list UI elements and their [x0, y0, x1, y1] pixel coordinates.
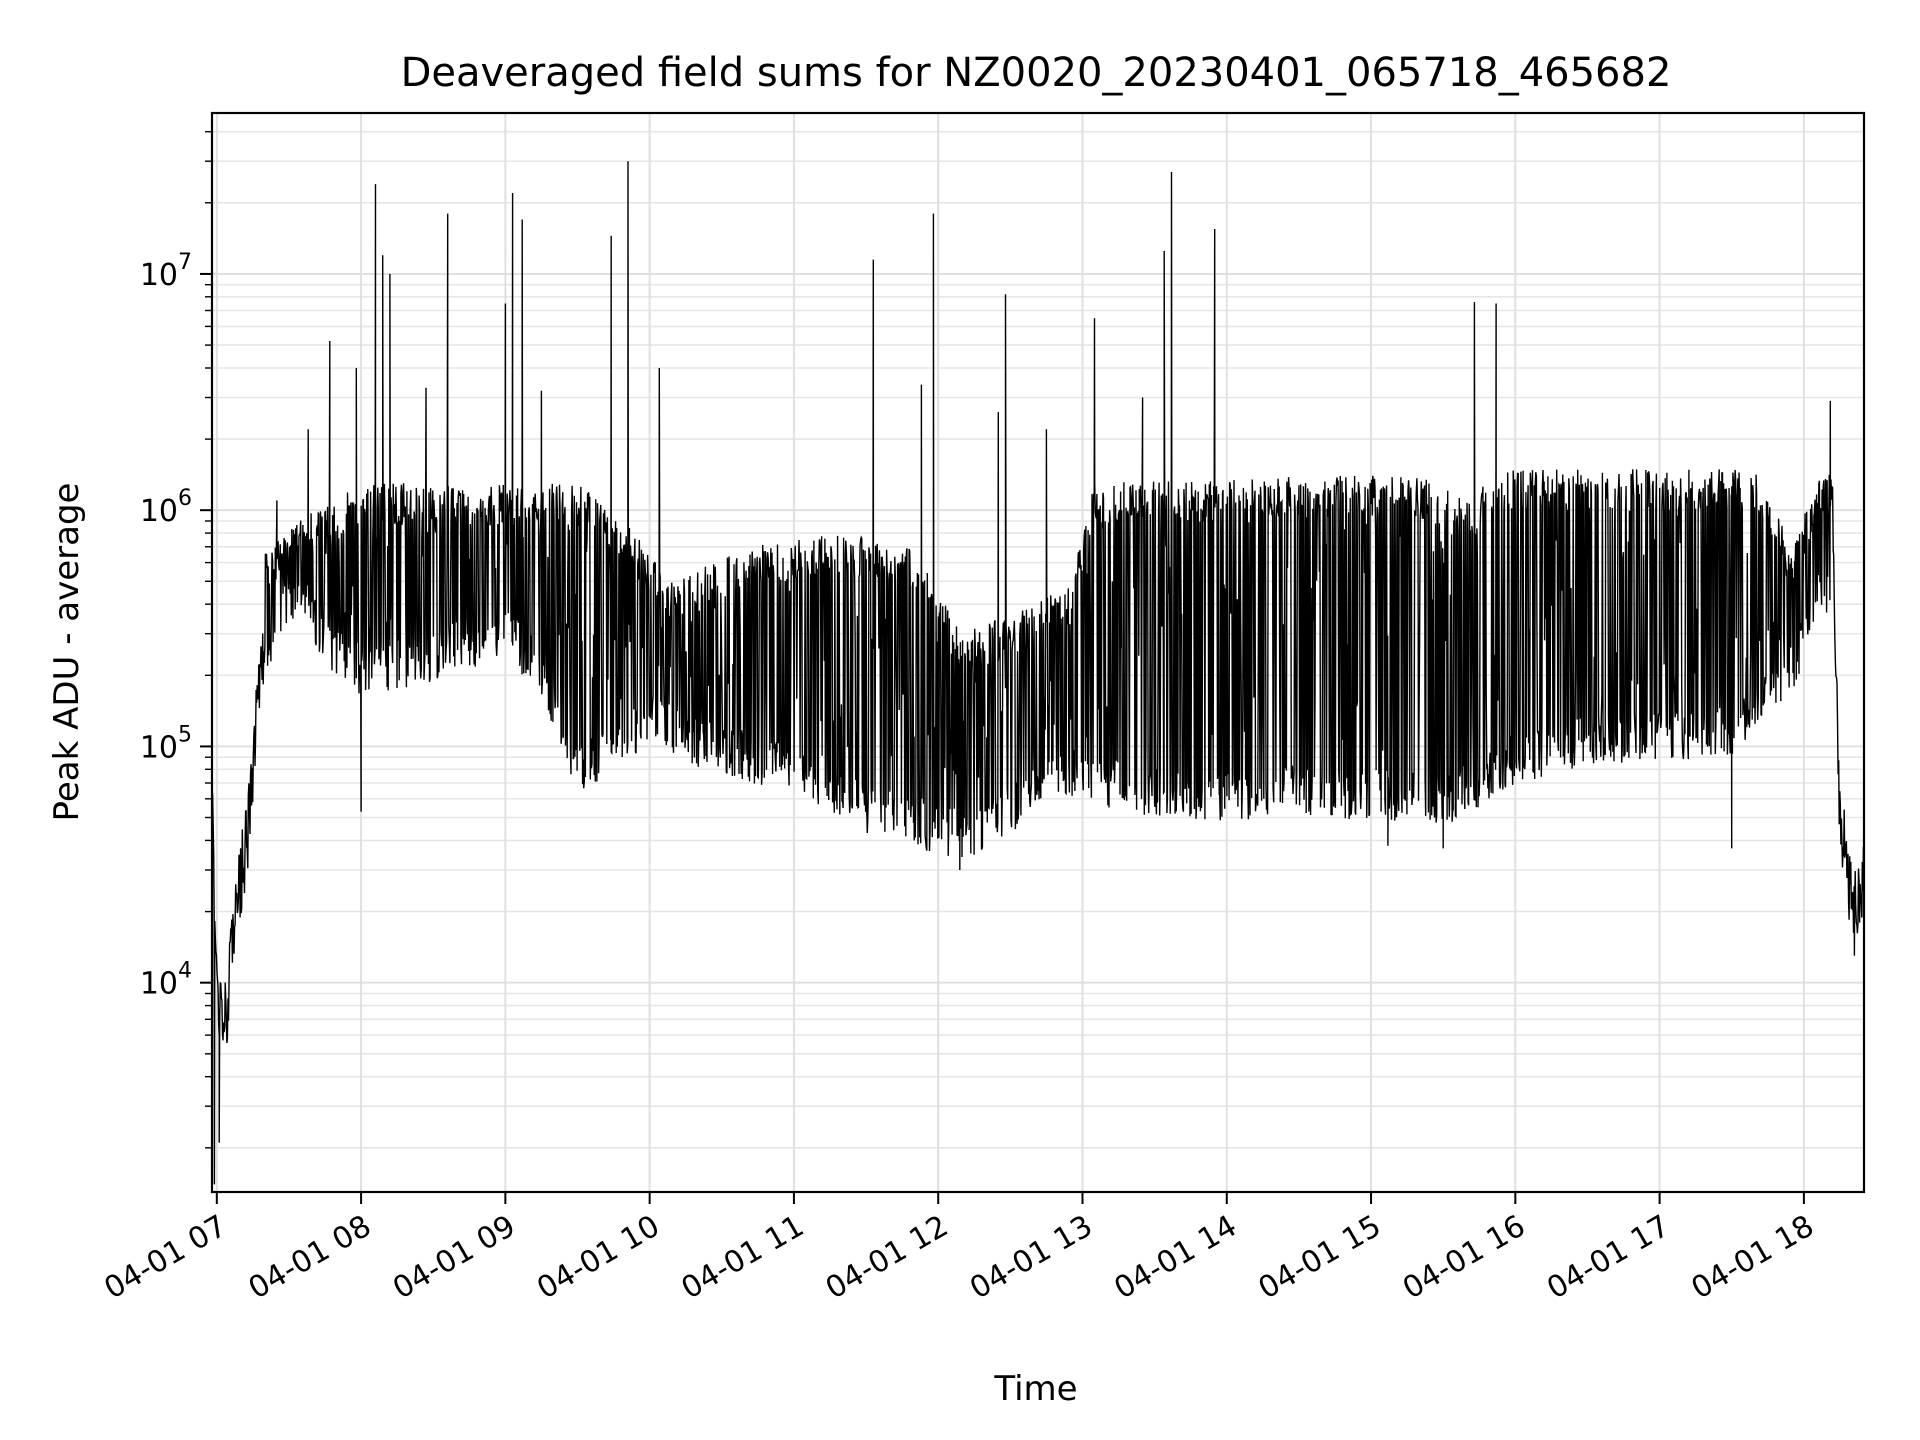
y-tick-label: 106: [140, 486, 192, 529]
plot-area-frame: [210, 111, 1866, 1194]
y-tick-label: 105: [140, 722, 192, 765]
chart-title: Deaveraged field sums for NZ0020_2023040…: [401, 50, 1672, 96]
y-axis-label: Peak ADU - average: [47, 483, 87, 822]
y-tick-label: 107: [140, 250, 192, 293]
series-line: [211, 161, 1865, 1185]
y-tick-label: 104: [140, 959, 192, 1002]
x-axis-label: Time: [993, 1369, 1077, 1409]
y-axis: 104 105 106 107: [140, 130, 212, 1149]
